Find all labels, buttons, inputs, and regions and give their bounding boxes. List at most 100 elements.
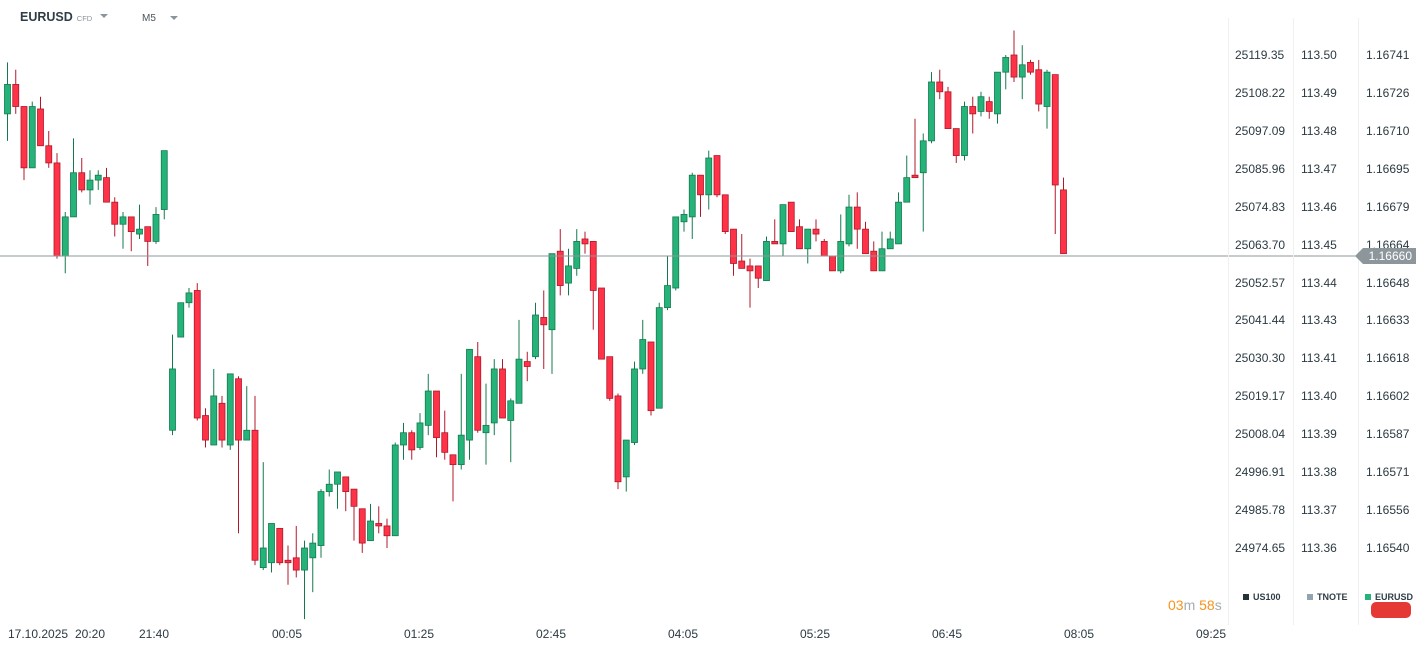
candle-body: [276, 527, 284, 564]
candle-body: [210, 395, 218, 446]
candle-body: [1027, 61, 1034, 73]
candle: [713, 155, 721, 198]
candle-body: [548, 253, 556, 331]
price-axis-label: 25097.09: [1235, 124, 1286, 138]
candle: [441, 410, 449, 460]
candle-body: [482, 424, 490, 434]
candle: [111, 197, 119, 237]
candle: [721, 194, 729, 235]
candle: [853, 192, 861, 249]
candle: [276, 527, 284, 566]
candle: [845, 194, 853, 247]
legend-tnote[interactable]: TNOTE: [1307, 592, 1348, 602]
candle-body: [416, 422, 424, 448]
candle-body: [680, 214, 688, 223]
price-axis-label: 1.16587: [1366, 427, 1410, 441]
legend-eurusd[interactable]: EURUSD: [1365, 592, 1413, 602]
candle: [936, 69, 944, 100]
candle: [268, 523, 275, 573]
price-axis-label: 25108.22: [1235, 86, 1286, 100]
candle-body: [4, 84, 11, 115]
candle-body: [424, 390, 432, 426]
symbol-name: EURUSD: [20, 10, 73, 24]
candle-body: [763, 241, 770, 282]
price-axis-label: 24996.91: [1235, 465, 1286, 479]
candle: [193, 283, 201, 421]
candle: [28, 101, 36, 169]
candle: [1018, 45, 1026, 100]
candle-body: [870, 250, 878, 272]
candle: [169, 334, 176, 436]
candle-body: [829, 255, 836, 272]
candle-body: [309, 542, 317, 559]
candle: [515, 319, 523, 404]
candle-body: [796, 226, 803, 250]
candle-body: [499, 368, 506, 419]
time-axis-label: 06:45: [932, 627, 963, 641]
candle-body: [94, 174, 102, 181]
candle-body: [193, 290, 201, 419]
candle: [334, 471, 341, 509]
candle: [507, 398, 515, 463]
candle-body: [705, 157, 713, 196]
candle-body: [449, 454, 457, 466]
axis-divider: [1228, 18, 1229, 625]
candle-body: [631, 368, 638, 443]
candle: [235, 376, 242, 534]
candle-body: [78, 172, 86, 191]
price-axis-label: 113.41: [1301, 351, 1337, 365]
candle: [985, 96, 993, 119]
candle: [416, 413, 424, 450]
candle-body: [45, 145, 53, 164]
timeframe-label: M5: [142, 13, 156, 24]
candle: [325, 469, 333, 497]
candle: [738, 234, 746, 269]
candle: [862, 221, 869, 255]
candle-body: [581, 238, 589, 245]
legend-us100[interactable]: US100: [1243, 592, 1281, 602]
candle-body: [12, 84, 20, 107]
candle: [20, 106, 28, 181]
timeframe-selector[interactable]: M5: [142, 13, 178, 24]
candle: [796, 219, 803, 250]
candle: [160, 150, 168, 220]
candle: [598, 287, 605, 360]
candle: [688, 172, 696, 239]
candle: [457, 373, 465, 470]
candle-body: [457, 434, 465, 466]
legend-label: US100: [1253, 592, 1281, 602]
candle: [589, 241, 597, 330]
candle-body: [804, 228, 812, 250]
candle: [202, 408, 209, 448]
candle: [4, 62, 11, 141]
candle: [70, 138, 77, 218]
chevron-down-icon[interactable]: [169, 15, 178, 20]
chevron-down-icon[interactable]: [100, 14, 109, 18]
candle: [1060, 177, 1067, 255]
price-axis-label: 113.39: [1301, 427, 1337, 441]
time-axis-label: 01:25: [404, 627, 435, 641]
candle-body: [358, 508, 366, 544]
candle: [837, 214, 845, 274]
time-axis-label: 20:20: [75, 627, 106, 641]
price-axis-label: 24974.65: [1235, 541, 1286, 555]
time-axis-label: 08:05: [1064, 627, 1095, 641]
candle-body: [515, 358, 523, 404]
candle-body: [1018, 64, 1026, 78]
candle: [136, 204, 143, 239]
candle: [787, 201, 795, 232]
candle-body: [952, 128, 960, 156]
square-icon: [1307, 594, 1313, 600]
candle: [251, 395, 259, 566]
candle: [647, 341, 655, 416]
candle: [573, 229, 581, 276]
candle: [548, 253, 556, 374]
candle: [754, 265, 762, 289]
countdown-seconds: 58: [1199, 597, 1215, 613]
eurusd-action-button[interactable]: [1371, 602, 1411, 618]
candle-body: [70, 172, 77, 218]
price-axis-label: 25041.44: [1235, 313, 1286, 327]
candle: [919, 133, 927, 232]
symbol-selector[interactable]: EURUSD CFD: [20, 10, 109, 24]
